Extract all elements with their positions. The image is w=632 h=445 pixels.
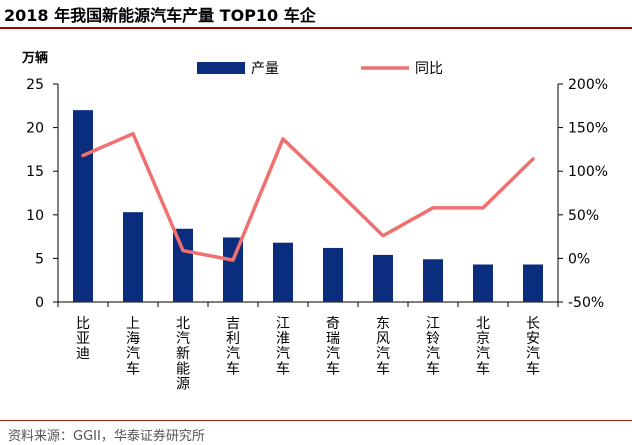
y-left-tick-label: 25: [26, 77, 44, 93]
x-tick-label: 长安汽车: [526, 316, 540, 377]
line-point: [331, 185, 335, 189]
line-point: [431, 206, 435, 210]
chart-title: 2018 年我国新能源汽车产量 TOP10 车企: [4, 6, 316, 25]
bar: [173, 228, 193, 302]
bar: [373, 254, 393, 302]
legend-line-label: 同比: [415, 61, 443, 77]
bar: [523, 264, 543, 302]
line-point: [231, 258, 235, 262]
x-tick-label: 北京汽车: [476, 316, 490, 377]
line-point: [131, 132, 135, 136]
bar: [323, 247, 343, 302]
x-tick-label: 江淮汽车: [276, 316, 290, 377]
bar: [473, 264, 493, 302]
y-right-tick-label: 0%: [568, 251, 590, 267]
y-left-unit-label: 万辆: [21, 50, 48, 66]
x-tick-label: 比亚迪: [76, 316, 90, 362]
x-tick-label: 奇瑞汽车: [326, 315, 340, 377]
y-right-tick-label: 200%: [568, 77, 608, 93]
legend-bar-label: 产量: [251, 61, 279, 77]
legend-bar-swatch: [197, 62, 245, 74]
line-path: [81, 131, 535, 262]
legend: 产量 同比: [197, 61, 443, 77]
line-point: [531, 157, 535, 161]
y-left-tick-label: 20: [26, 121, 44, 137]
line-point: [181, 249, 185, 253]
line-point: [481, 206, 485, 210]
y-right-tick-label: 50%: [568, 208, 599, 224]
line-series: [81, 131, 535, 262]
line-point: [81, 154, 85, 158]
x-tick-label: 吉利汽车: [226, 316, 240, 377]
x-tick-label: 上海汽车: [126, 316, 140, 377]
line-point: [281, 137, 285, 141]
x-tick-label: 北汽新能源: [176, 316, 190, 392]
y-right-tick-label: 100%: [568, 164, 608, 180]
bar: [223, 237, 243, 302]
y-left-tick-label: 15: [26, 164, 44, 180]
bar: [423, 259, 443, 302]
line-point: [381, 234, 385, 238]
source-divider: [0, 420, 632, 421]
bar: [273, 242, 293, 302]
y-left-tick-label: 0: [35, 295, 44, 311]
bar: [73, 110, 93, 302]
bar: [123, 212, 143, 302]
y-left-tick-label: 5: [35, 251, 44, 267]
x-tick-label: 江铃汽车: [426, 316, 440, 377]
source-note: 资料来源：GGII，华泰证券研究所: [8, 429, 205, 444]
y-right-tick-label: -50%: [568, 295, 604, 311]
y-right-tick-label: 150%: [568, 121, 608, 137]
x-tick-label: 东风汽车: [376, 316, 390, 377]
bar-series: [73, 110, 543, 302]
title-divider: [0, 27, 632, 29]
y-left-tick-label: 10: [26, 208, 44, 224]
